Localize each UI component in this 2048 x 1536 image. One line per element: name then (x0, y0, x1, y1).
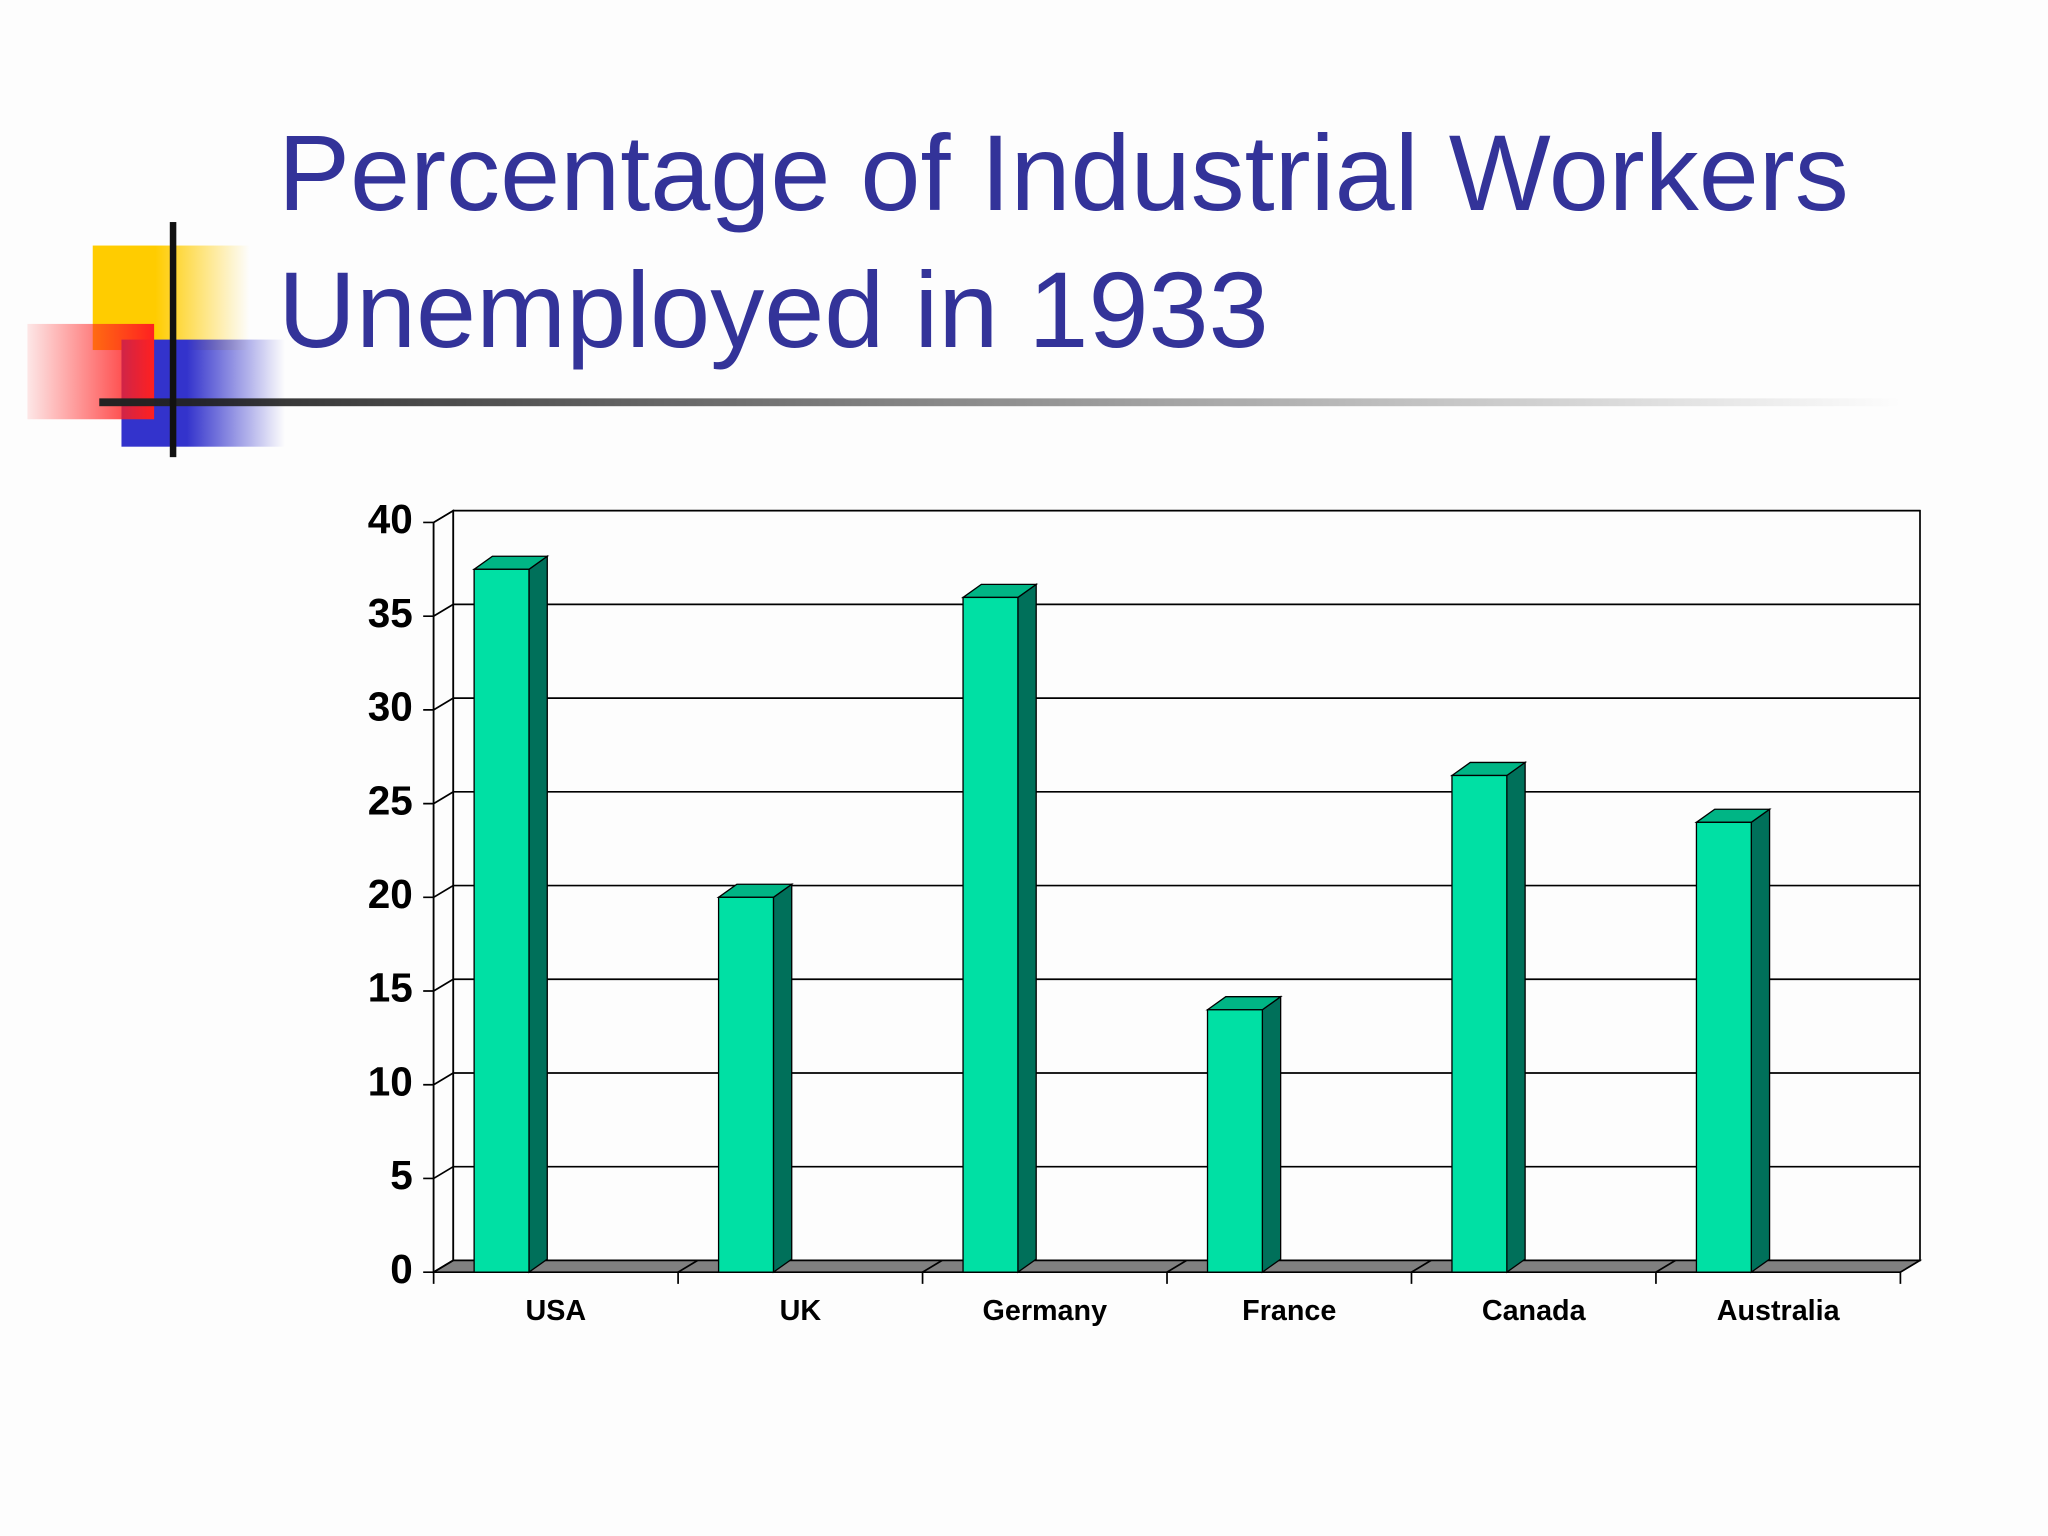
plot-area: 0 5 10 15 20 25 30 35 40 USA UK Germany France Canada… (368, 496, 1923, 1327)
x-tick (921, 1259, 943, 1284)
x-tick-label: USA (526, 1295, 587, 1327)
x-tick-label: Germany (983, 1295, 1108, 1327)
x-tick (677, 1259, 699, 1284)
y-tick-label: 35 (368, 590, 413, 636)
x-tick (432, 1259, 454, 1284)
bar-side (1017, 583, 1037, 1274)
bar (1206, 1009, 1264, 1273)
y-tick (423, 697, 454, 711)
y-tick-label: 30 (368, 684, 413, 730)
bar (717, 896, 775, 1273)
y-tick-label: 15 (368, 965, 413, 1011)
bar (962, 596, 1019, 1273)
bar-side (1750, 808, 1771, 1274)
x-tick-label: France (1242, 1295, 1336, 1327)
bar (1451, 774, 1508, 1273)
y-tick-label: 40 (368, 496, 413, 542)
y-tick (423, 509, 454, 524)
y-tick (423, 791, 454, 805)
y-tick (423, 603, 454, 618)
y-tick-label: 0 (390, 1246, 413, 1292)
y-tick (423, 884, 454, 899)
x-tick (1655, 1259, 1676, 1284)
bar (473, 568, 530, 1273)
x-tick (1899, 1259, 1921, 1284)
bar-side (772, 882, 793, 1274)
bar (1695, 821, 1752, 1273)
y-tick (423, 1165, 454, 1180)
bar-side (1506, 761, 1526, 1274)
y-tick-label: 5 (390, 1152, 413, 1198)
x-tick-label: Canada (1482, 1295, 1587, 1327)
x-tick (1166, 1259, 1188, 1284)
y-tick-label: 10 (368, 1058, 413, 1104)
decoration (27, 222, 1902, 458)
bar-side (528, 554, 548, 1274)
x-tick (1410, 1259, 1432, 1284)
bar-side (1261, 995, 1282, 1274)
x-tick-label: Australia (1717, 1295, 1841, 1327)
y-tick (423, 978, 454, 992)
y-tick-label: 25 (368, 777, 413, 823)
x-tick-label: UK (780, 1295, 822, 1327)
y-tick-label: 20 (368, 871, 413, 917)
chart-title: Percentage of Industrial Workers Unemplo… (278, 112, 1849, 370)
y-tick (423, 1072, 454, 1086)
